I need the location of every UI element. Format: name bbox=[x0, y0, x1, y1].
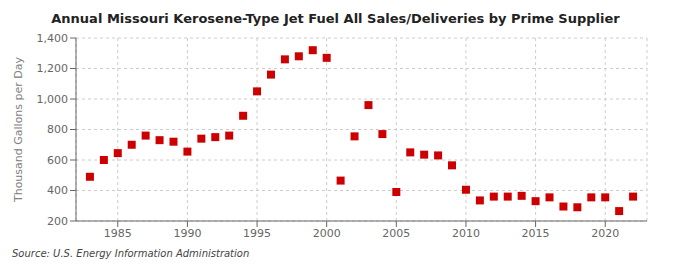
html-text:Annual Missouri Kerosene-Type: Annual Missouri Kerosene-Type Jet Fuel A… bbox=[51, 11, 620, 26]
svg-text:2005: 2005 bbox=[382, 227, 410, 240]
svg-text:1,000: 1,000 bbox=[37, 93, 69, 106]
svg-text:1995: 1995 bbox=[243, 227, 271, 240]
svg-text:800: 800 bbox=[47, 123, 68, 136]
svg-text:Thousand Gallons per Day: Thousand Gallons per Day bbox=[12, 56, 25, 203]
svg-text:1990: 1990 bbox=[173, 227, 201, 240]
html-text:Source: U.S. Energy Informatio: Source: U.S. Energy Information Administ… bbox=[12, 248, 250, 259]
svg-text:200: 200 bbox=[47, 215, 68, 228]
svg-text:2015: 2015 bbox=[522, 227, 550, 240]
svg-text:1,400: 1,400 bbox=[37, 32, 69, 45]
svg-text:2020: 2020 bbox=[591, 227, 619, 240]
svg-text:1985: 1985 bbox=[104, 227, 132, 240]
svg-text:400: 400 bbox=[47, 184, 68, 197]
svg-text:600: 600 bbox=[47, 154, 68, 167]
svg-text:2010: 2010 bbox=[452, 227, 480, 240]
svg-text:2000: 2000 bbox=[313, 227, 341, 240]
svg-text:1,200: 1,200 bbox=[37, 62, 69, 75]
